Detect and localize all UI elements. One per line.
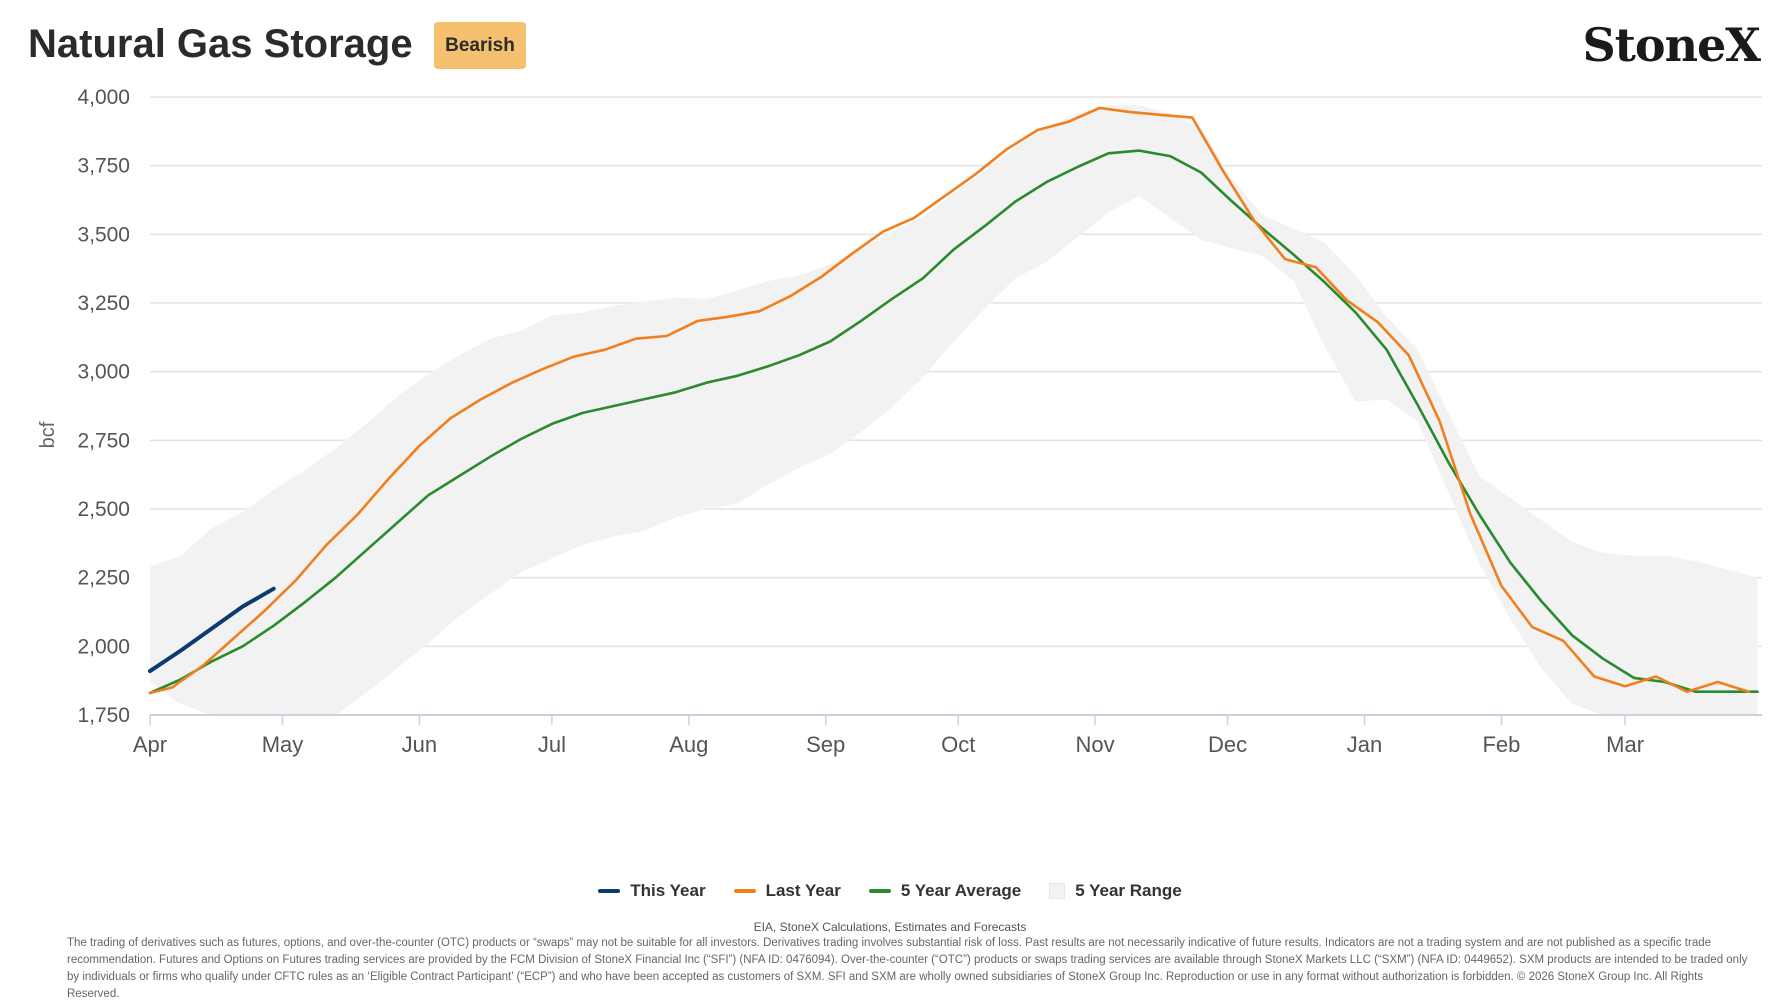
last-year-swatch: [733, 889, 756, 893]
five-year-range-swatch: [1049, 883, 1066, 899]
x-tick-label: Jan: [1347, 732, 1382, 757]
sentiment-badge: Bearish: [434, 22, 526, 69]
five-year-average-swatch: [868, 889, 891, 893]
y-axis: 1,750 2,000 2,250 2,500 2,750 3,000 3,250 3,500…: [77, 86, 130, 727]
x-tick-label: Sep: [806, 732, 845, 757]
y-tick-label: 2,750: [77, 429, 130, 452]
this-year-line: [148, 586, 276, 674]
x-tick-label: Mar: [1606, 732, 1644, 757]
y-tick-label: 3,750: [77, 155, 130, 178]
disclaimer-text: The trading of derivatives such as futur…: [67, 937, 1748, 1000]
x-tick-label: Jun: [402, 732, 437, 757]
legend-this-year-label: This Year: [630, 881, 706, 900]
legend-this-year[interactable]: This Year: [598, 881, 706, 901]
legend-last-year-label: Last Year: [765, 881, 841, 900]
y-tick-label: 4,000: [77, 86, 130, 109]
y-tick-label: 2,500: [77, 498, 130, 521]
storage-chart: 1,750 2,000 2,250 2,500 2,750 3,000 3,250 3,500…: [37, 86, 1762, 757]
x-tick-label: Oct: [941, 732, 975, 757]
legend-last-year[interactable]: Last Year: [733, 881, 841, 901]
five-year-range-area: [150, 105, 1758, 715]
legend-five-year-average-label: 5 Year Average: [900, 881, 1022, 900]
y-tick-label: 3,500: [77, 223, 130, 246]
chart-legend: This Year Last Year 5 Year Average 5 Yea…: [0, 881, 1780, 901]
source-note: EIA, StoneX Calculations, Estimates and …: [753, 920, 1027, 934]
this-year-swatch: [598, 889, 621, 893]
y-tick-label: 3,000: [77, 361, 130, 384]
legend-five-year-range-label: 5 Year Range: [1075, 881, 1182, 900]
last-year-line: [148, 106, 1751, 695]
stonex-logo: StoneX: [1582, 18, 1761, 72]
x-axis: Apr May Jun Jul Aug Sep Oct Nov Dec Jan Feb Mar: [133, 714, 1762, 757]
legend-five-year-average[interactable]: 5 Year Average: [868, 881, 1022, 901]
y-tick-label: 3,250: [77, 292, 130, 315]
x-tick-label: Aug: [669, 732, 708, 757]
y-tick-label: 2,250: [77, 567, 130, 590]
legend-five-year-range[interactable]: 5 Year Range: [1049, 881, 1182, 901]
x-tick-label: Nov: [1076, 732, 1115, 757]
y-tick-label: 1,750: [77, 704, 130, 727]
page-title: Natural Gas Storage: [28, 22, 413, 66]
x-tick-label: Apr: [133, 732, 167, 757]
x-tick-label: Dec: [1208, 732, 1247, 757]
x-tick-label: May: [262, 732, 304, 757]
y-axis-label: bcf: [37, 421, 59, 448]
series-lines: [148, 106, 1759, 695]
x-tick-label: Jul: [538, 732, 566, 757]
y-tick-label: 2,000: [77, 635, 130, 658]
5-year-average-line: [148, 149, 1759, 695]
x-tick-label: Feb: [1482, 732, 1520, 757]
